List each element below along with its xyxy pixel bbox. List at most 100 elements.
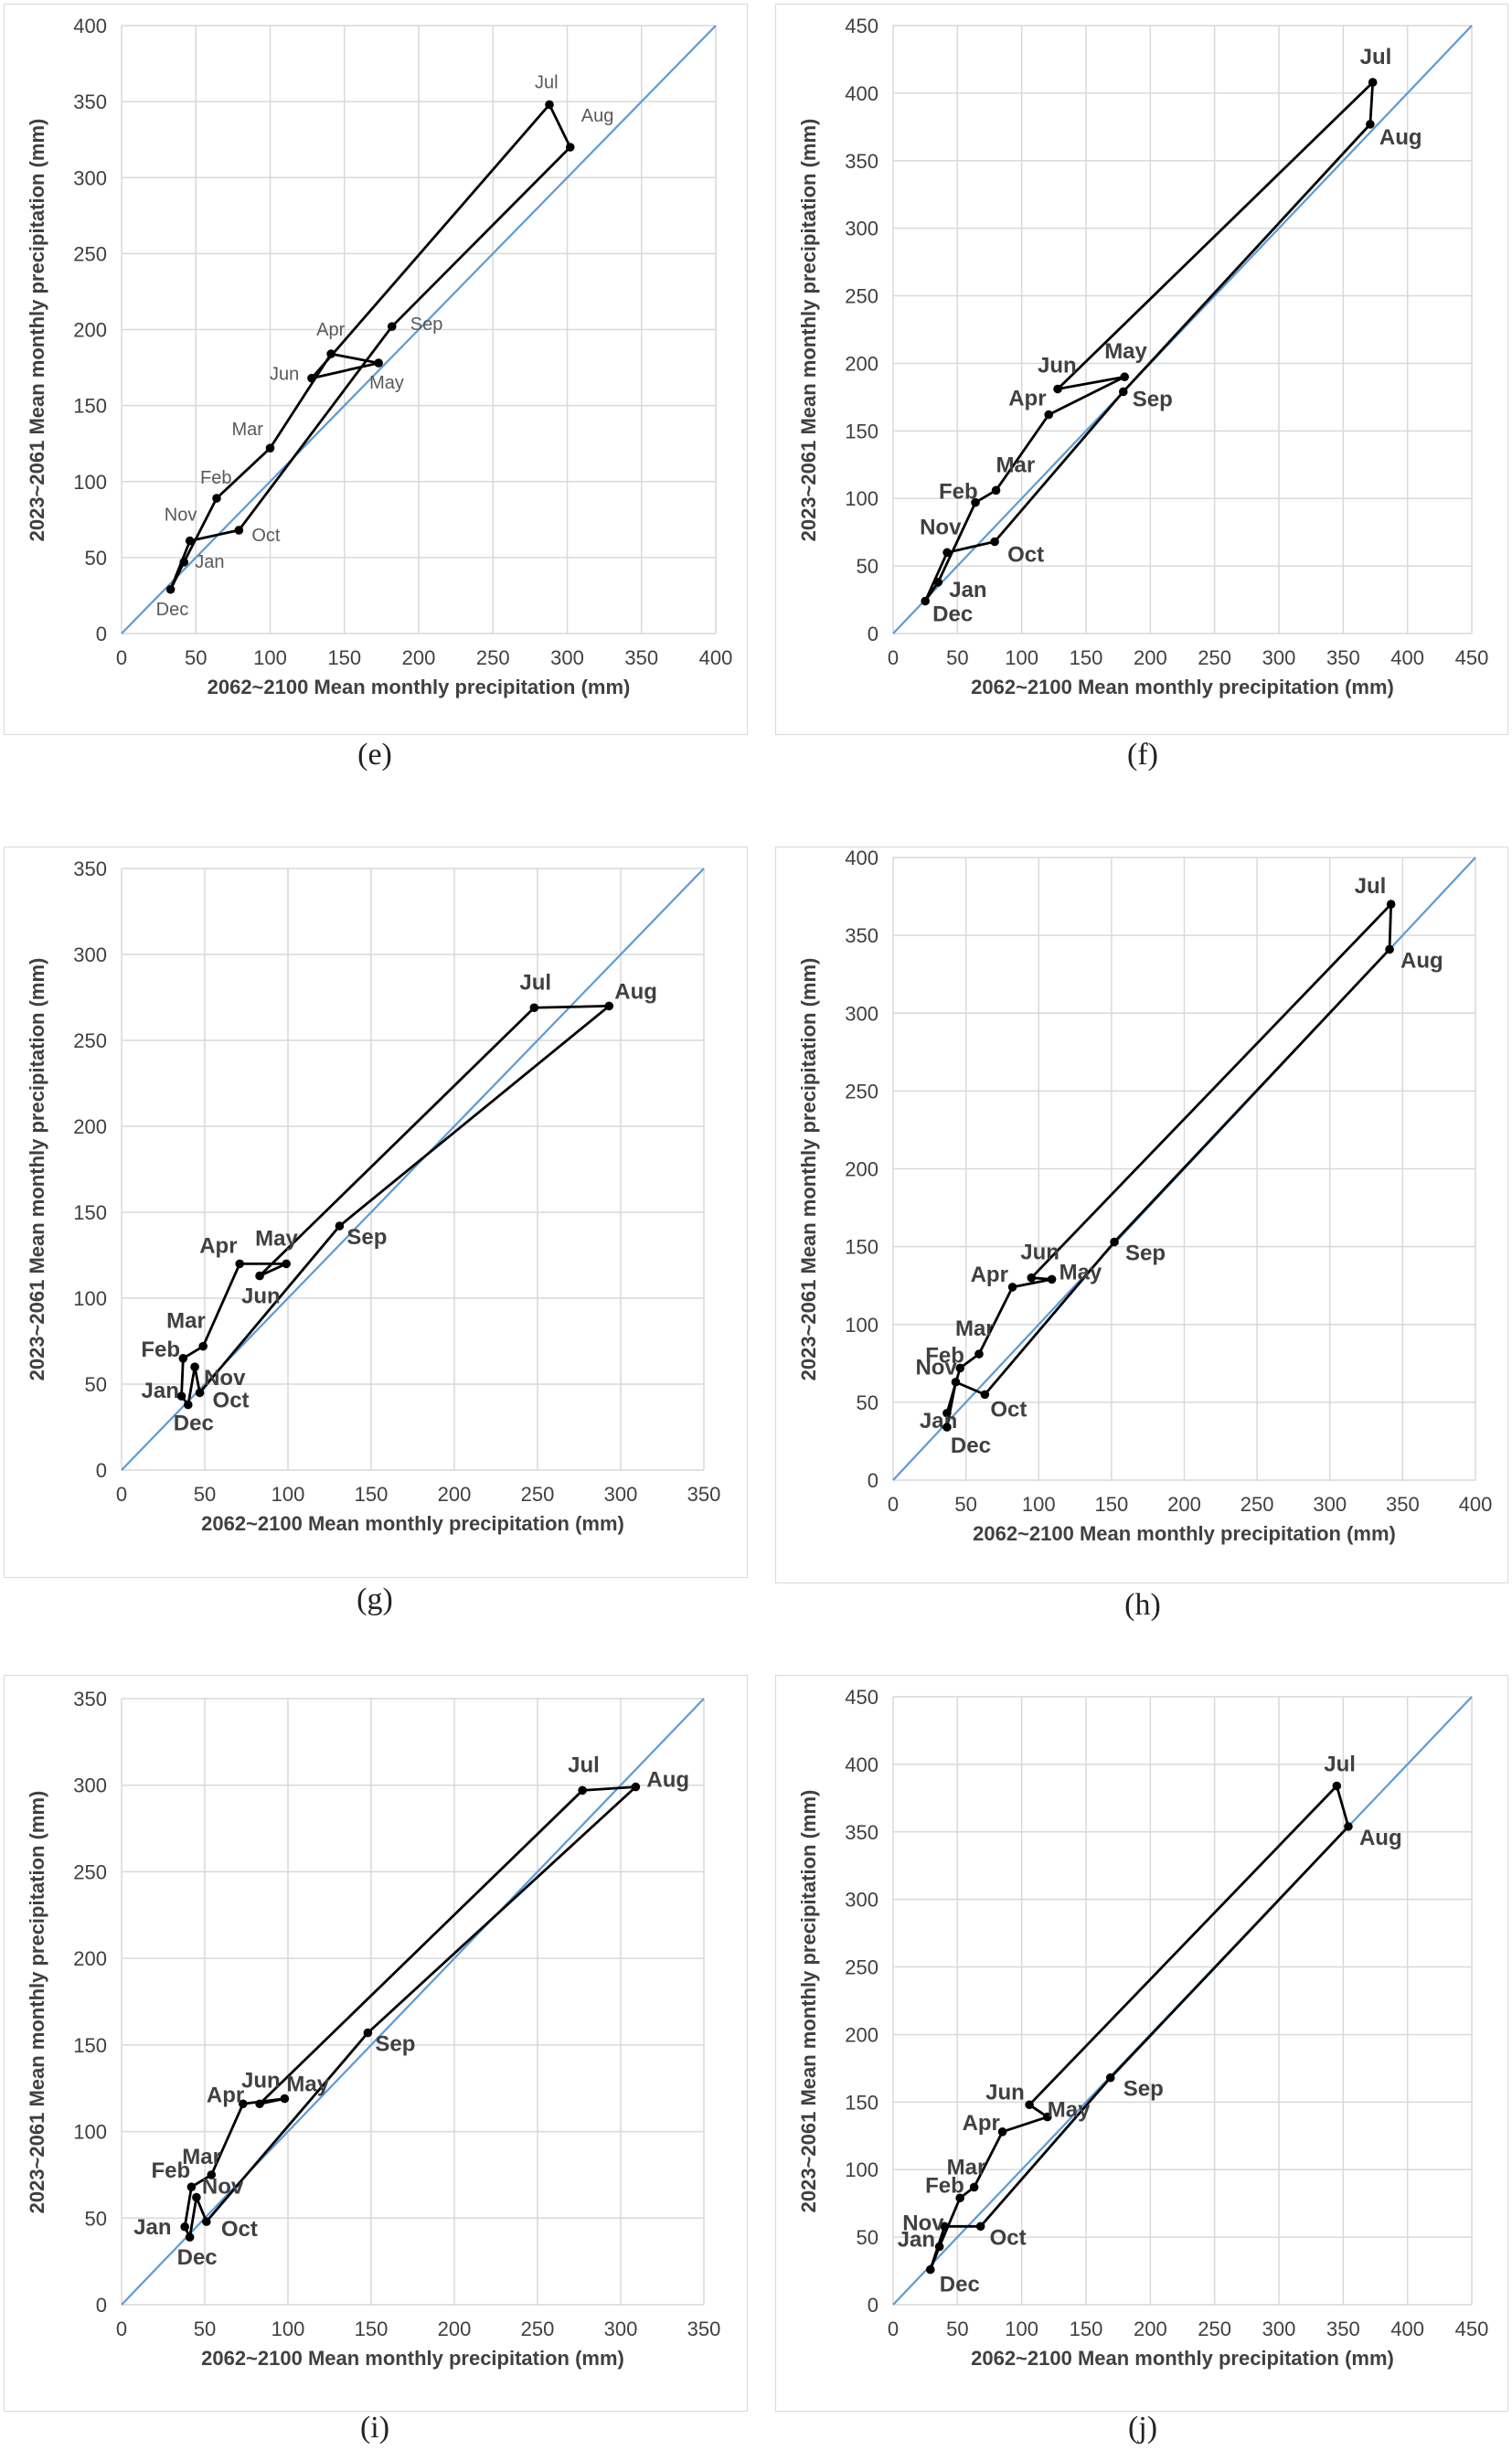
data-point: [974, 1349, 984, 1359]
y-tick-label: 250: [73, 1860, 107, 1883]
x-tick-label: 400: [1390, 2318, 1424, 2340]
series-line: [929, 1785, 1350, 2271]
point-label: Jun: [1038, 354, 1077, 378]
point-label: Feb: [925, 2173, 964, 2198]
point-label: Jan: [133, 2215, 171, 2240]
point-label: Nov: [902, 2211, 944, 2235]
point-label: Apr: [1008, 387, 1046, 411]
data-point: [529, 1003, 539, 1013]
x-tick-label: 350: [1326, 2318, 1360, 2340]
chart-svg: 0 50 100 150 200 250 300 350 400 0 50 100 150 200 250 3…: [73, 15, 732, 669]
data-point: [565, 143, 575, 152]
point-label: May: [1059, 1260, 1102, 1284]
point-label: Nov: [915, 1356, 957, 1380]
data-point: [195, 1388, 205, 1398]
x-tick-label: 200: [438, 2318, 472, 2340]
y-tick-label: 50: [85, 547, 107, 570]
data-point: [282, 1259, 291, 1269]
x-tick-label: 150: [1095, 1493, 1129, 1516]
data-point: [1385, 944, 1394, 954]
data-point: [1007, 1283, 1017, 1292]
y-tick-label: 350: [73, 858, 107, 880]
y-tick-label: 450: [845, 15, 878, 37]
point-label: Feb: [925, 1343, 964, 1368]
y-tick-label: 50: [85, 2207, 107, 2230]
y-tick-label: 250: [73, 1029, 107, 1052]
data-point: [955, 1363, 965, 1373]
y-tick-label: 350: [73, 1688, 107, 1710]
data-point: [942, 1408, 952, 1418]
y-tick-label: 300: [845, 1889, 878, 1912]
point-label: Dec: [177, 2245, 218, 2270]
y-tick-label: 250: [845, 285, 878, 308]
y-tick-label: 300: [73, 943, 107, 966]
y-tick-label: 350: [845, 1821, 878, 1844]
data-point: [933, 578, 943, 587]
point-label: Apr: [199, 1233, 237, 1258]
data-point: [212, 494, 221, 503]
x-tick-label: 100: [1022, 1493, 1056, 1516]
data-point: [934, 2242, 944, 2252]
x-tick-label: 300: [604, 1483, 638, 1506]
point-label: Sep: [1123, 2077, 1164, 2102]
y-tick-label: 50: [857, 555, 878, 578]
point-label: Jul: [1355, 874, 1387, 899]
point-label: Aug: [614, 979, 657, 1004]
x-tick-label: 200: [1167, 1493, 1201, 1516]
point-label: Mar: [182, 2145, 221, 2169]
panel-caption: (f): [1127, 738, 1158, 772]
point-label: Aug: [1359, 1826, 1402, 1850]
data-point: [178, 1354, 188, 1363]
data-point: [185, 2233, 195, 2242]
x-tick-label: 150: [355, 2318, 389, 2340]
x-tick-label: 50: [946, 646, 968, 669]
y-tick-label: 0: [96, 2294, 107, 2317]
x-tick-label: 250: [1198, 646, 1231, 669]
data-point: [184, 1400, 193, 1410]
data-point: [1047, 1274, 1057, 1284]
y-tick-label: 50: [857, 1391, 878, 1414]
x-axis-title: 2062~2100 Mean monthly precipitation (mm…: [201, 1512, 624, 1535]
y-tick-label: 150: [845, 420, 878, 442]
point-label: Oct: [251, 526, 281, 546]
point-label: Aug: [581, 106, 614, 126]
x-tick-label: 50: [946, 2318, 968, 2340]
chart-panel: 0 50 100 150 200 250 300 350 400 450 0 50 100 150 200 2…: [775, 4, 1508, 735]
y-tick-label: 100: [73, 2121, 107, 2144]
y-tick-label: 400: [845, 1753, 878, 1776]
data-point: [179, 558, 189, 567]
x-tick-label: 150: [1070, 2318, 1103, 2340]
x-axis-title: 2062~2100 Mean monthly precipitation (mm…: [971, 676, 1394, 698]
data-point: [1025, 2100, 1034, 2110]
series-line: [945, 902, 1393, 1429]
reference-line: [121, 1698, 705, 2306]
chart-svg: 0 50 100 150 200 250 300 350 400 450 0 50 100 150 200 2…: [845, 1686, 1488, 2340]
data-point: [1368, 78, 1378, 87]
data-point: [207, 2170, 217, 2179]
chart-panel: 0 50 100 150 200 250 300 350 400 0 50 100 150 200 250 3…: [775, 847, 1508, 1583]
y-tick-label: 200: [73, 1115, 107, 1138]
data-point: [326, 349, 335, 358]
x-tick-label: 50: [194, 2318, 216, 2340]
x-tick-label: 0: [116, 1483, 127, 1506]
data-point: [980, 1390, 990, 1400]
point-label: Jul: [568, 1753, 600, 1777]
y-tick-label: 100: [845, 2158, 878, 2181]
y-axis-title: 2023~2061 Mean monthly precipitation (mm…: [797, 957, 820, 1380]
data-point: [255, 2099, 264, 2109]
y-tick-label: 100: [73, 471, 107, 494]
y-axis-title: 2023~2061 Mean monthly precipitation (mm…: [797, 1789, 820, 2212]
data-point: [1386, 900, 1396, 909]
x-tick-label: 300: [1262, 646, 1296, 669]
data-point: [374, 358, 383, 368]
y-tick-label: 50: [85, 1373, 107, 1396]
data-point: [165, 584, 176, 594]
data-point: [925, 2265, 935, 2275]
x-tick-label: 250: [1198, 2318, 1231, 2340]
point-label: Oct: [221, 2217, 258, 2242]
data-point: [578, 1785, 587, 1796]
data-point: [545, 100, 554, 110]
point-label: Apr: [207, 2083, 244, 2107]
point-label: Mar: [232, 420, 264, 440]
x-tick-label: 0: [888, 2318, 899, 2340]
